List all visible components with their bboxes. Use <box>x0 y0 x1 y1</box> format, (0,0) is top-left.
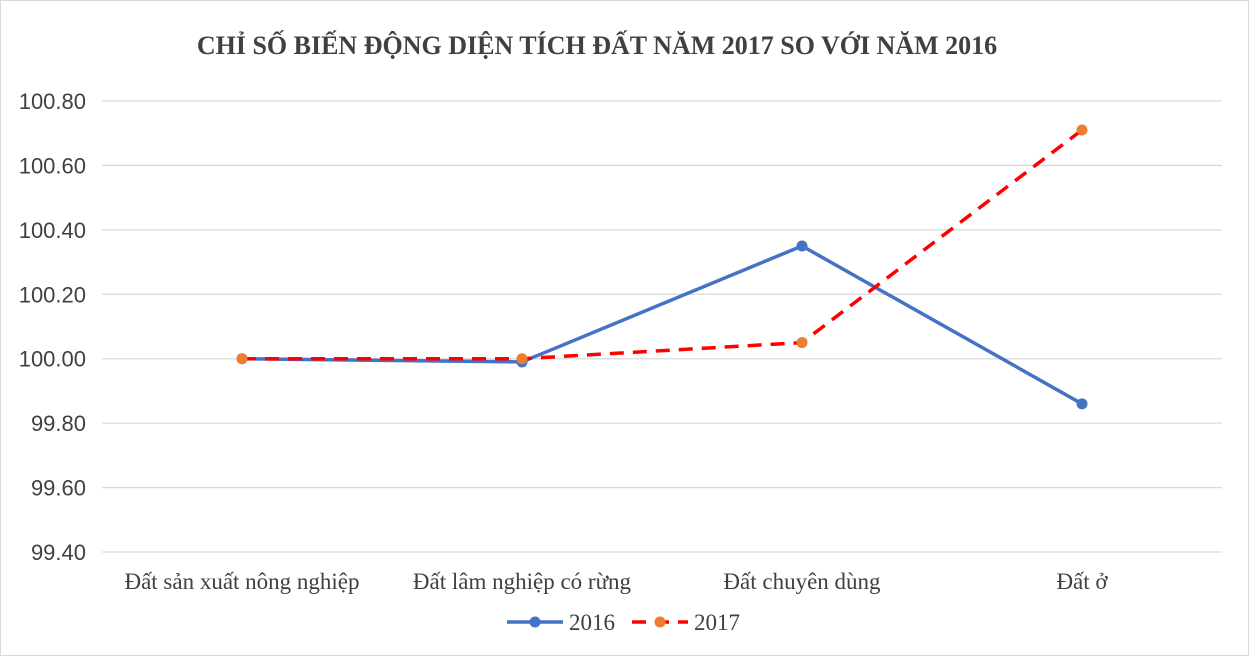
gridlines <box>102 100 1222 553</box>
y-tick-label: 99.60 <box>31 476 86 501</box>
legend-marker-2017 <box>654 616 666 628</box>
x-category-label: Đất chuyên dùng <box>723 569 881 594</box>
y-tick-label: 100.40 <box>19 218 86 243</box>
data-point-2017 <box>796 337 808 349</box>
y-axis-ticks: 100.80 100.60 100.40 100.20 100.00 99.80 99.60… <box>19 89 86 565</box>
series-line-2017 <box>242 128 1084 361</box>
data-point-2016 <box>796 240 808 252</box>
x-category-label: Đất ở <box>1056 569 1108 594</box>
data-point-2017 <box>516 353 528 365</box>
y-tick-label: 99.40 <box>31 540 86 565</box>
legend-marker-2016 <box>529 616 541 628</box>
y-tick-label: 99.80 <box>31 411 86 436</box>
series-lines <box>236 124 1088 410</box>
series-line-2016 <box>241 244 1083 406</box>
y-tick-label: 100.80 <box>19 89 86 114</box>
legend-label-2016: 2016 <box>569 610 615 635</box>
chart-title: CHỈ SỐ BIẾN ĐỘNG DIỆN TÍCH ĐẤT NĂM 2017 … <box>197 31 997 60</box>
x-category-label: Đất sản xuất nông nghiệp <box>124 569 359 594</box>
data-point-2017 <box>236 353 248 365</box>
data-point-2016 <box>1076 398 1088 410</box>
data-point-2017 <box>1076 124 1088 136</box>
y-tick-label: 100.20 <box>19 282 86 307</box>
x-category-label: Đất lâm nghiệp có rừng <box>413 569 632 594</box>
legend: 2016 2017 <box>507 610 740 635</box>
y-tick-label: 100.00 <box>19 347 86 372</box>
legend-label-2017: 2017 <box>694 610 740 635</box>
y-tick-label: 100.60 <box>19 153 86 178</box>
x-axis-categories: Đất sản xuất nông nghiệp Đất lâm nghiệp c… <box>124 569 1108 594</box>
